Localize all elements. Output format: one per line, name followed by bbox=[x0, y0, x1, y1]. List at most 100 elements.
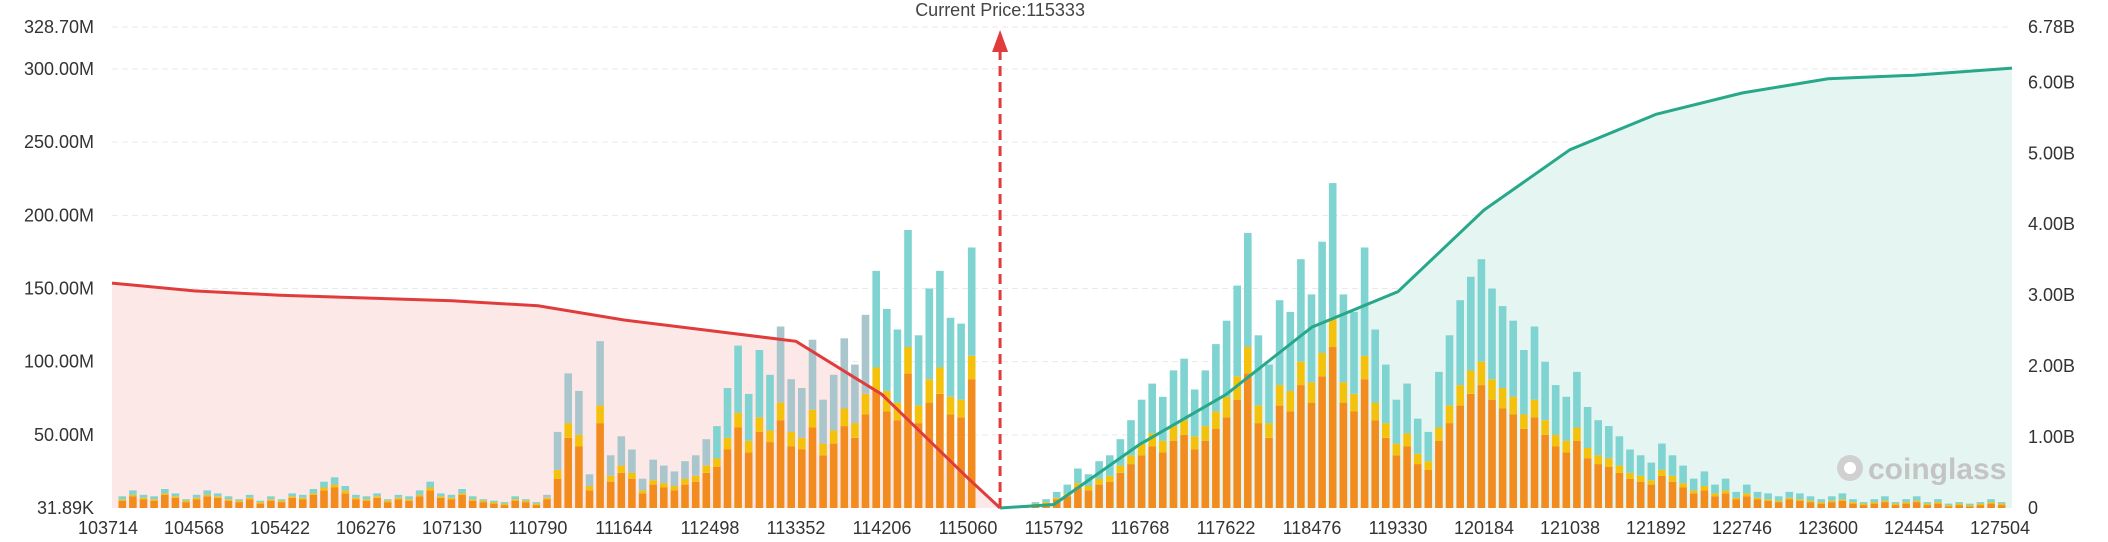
liquidation-bar-segment bbox=[1796, 501, 1804, 508]
liquidation-bar-segment bbox=[1085, 486, 1093, 490]
liquidation-bar-segment bbox=[416, 496, 424, 508]
liquidation-bar-segment bbox=[1393, 400, 1401, 444]
liquidation-bar-segment bbox=[671, 486, 679, 490]
liquidation-bar-segment bbox=[1435, 372, 1443, 428]
liquidation-bar-segment bbox=[1754, 492, 1762, 498]
liquidation-bar-segment bbox=[798, 450, 806, 509]
liquidation-bar-segment bbox=[511, 499, 519, 501]
liquidation-bar-segment bbox=[1616, 436, 1624, 465]
liquidation-bar-segment bbox=[299, 495, 307, 498]
liquidation-bar-segment bbox=[1361, 379, 1369, 508]
current-price-label: Current Price:115333 bbox=[915, 0, 1085, 20]
liquidation-bar-segment bbox=[936, 368, 944, 394]
liquidation-bar-segment bbox=[1594, 420, 1602, 455]
liquidation-bar-segment bbox=[607, 476, 615, 482]
liquidation-bar-segment bbox=[1977, 504, 1985, 506]
liquidation-bar-segment bbox=[384, 501, 392, 503]
liquidation-bar-segment bbox=[745, 394, 753, 441]
liquidation-bar-segment bbox=[119, 501, 127, 508]
liquidation-bar-segment bbox=[161, 493, 169, 495]
liquidation-bar-segment bbox=[1382, 365, 1390, 424]
liquidation-bar-segment bbox=[480, 499, 488, 501]
liquidation-bar-segment bbox=[1244, 347, 1252, 373]
liquidation-bar-segment bbox=[766, 375, 774, 431]
liquidation-bar-segment bbox=[649, 460, 657, 481]
liquidation-bar-segment bbox=[299, 499, 307, 508]
liquidation-bar-segment bbox=[1340, 294, 1348, 382]
liquidation-bar-segment bbox=[1403, 384, 1411, 434]
liquidation-bar-segment bbox=[161, 489, 169, 493]
liquidation-bar-segment bbox=[1435, 428, 1443, 441]
liquidation-bar-segment bbox=[926, 289, 934, 380]
liquidation-bar-segment bbox=[1446, 406, 1454, 424]
liquidation-bar-segment bbox=[331, 477, 339, 484]
liquidation-bar-segment bbox=[1180, 420, 1188, 435]
liquidation-bar-segment bbox=[395, 495, 403, 498]
liquidation-bar-segment bbox=[278, 499, 286, 501]
liquidation-bar-segment bbox=[1754, 499, 1762, 508]
liquidation-bar-segment bbox=[1658, 476, 1666, 508]
liquidation-bar-segment bbox=[1308, 382, 1316, 403]
liquidation-bar-segment bbox=[703, 466, 711, 473]
liquidation-bar-segment bbox=[458, 493, 466, 495]
liquidation-bar-segment bbox=[1828, 502, 1836, 508]
liquidation-bar-segment bbox=[1053, 492, 1061, 498]
liquidation-bar-segment bbox=[564, 373, 572, 423]
liquidation-bar-segment bbox=[426, 490, 434, 508]
liquidation-bar-segment bbox=[1361, 356, 1369, 379]
liquidation-bar-segment bbox=[703, 473, 711, 508]
liquidation-bar-segment bbox=[1435, 441, 1443, 508]
liquidation-bar-segment bbox=[1945, 504, 1953, 506]
liquidation-bar-segment bbox=[713, 426, 721, 458]
liquidation-bar-segment bbox=[172, 496, 180, 498]
liquidation-bar-segment bbox=[692, 476, 700, 482]
liquidation-bar-segment bbox=[1796, 499, 1804, 501]
liquidation-bar-segment bbox=[1563, 452, 1571, 508]
liquidation-bar-segment bbox=[1616, 473, 1624, 508]
liquidation-bar-segment bbox=[1732, 498, 1740, 500]
liquidation-bar-segment bbox=[469, 501, 477, 508]
liquidation-bar-segment bbox=[1425, 470, 1433, 508]
liquidation-bar-segment bbox=[522, 501, 530, 503]
liquidation-bar-segment bbox=[904, 347, 912, 373]
liquidation-bar-segment bbox=[1934, 499, 1942, 502]
watermark-text: coinglass bbox=[1868, 453, 2006, 486]
liquidation-bar-segment bbox=[203, 490, 211, 494]
liquidation-bar-segment bbox=[1414, 464, 1422, 508]
liquidation-bar-segment bbox=[331, 485, 339, 488]
liquidation-bar-segment bbox=[660, 466, 668, 484]
liquidation-bar-segment bbox=[1711, 496, 1719, 508]
liquidation-bar-segment bbox=[342, 486, 350, 490]
liquidation-bar-segment bbox=[1892, 504, 1900, 506]
liquidation-bar-segment bbox=[681, 485, 689, 508]
x-axis-tick-label: 104568 bbox=[164, 518, 224, 538]
liquidation-bar-segment bbox=[1743, 496, 1751, 508]
x-axis-tick-label: 119330 bbox=[1369, 518, 1428, 538]
liquidation-bar-segment bbox=[1329, 347, 1337, 508]
liquidation-bar-segment bbox=[968, 379, 976, 508]
liquidation-bar-segment bbox=[543, 498, 551, 500]
liquidation-bar-segment bbox=[267, 501, 275, 508]
liquidation-bar-segment bbox=[1807, 502, 1815, 508]
liquidation-bar-segment bbox=[1446, 335, 1454, 405]
liquidation-bar-segment bbox=[1361, 248, 1369, 356]
x-axis-tick-label: 105422 bbox=[250, 518, 310, 538]
liquidation-bar-segment bbox=[1541, 362, 1549, 421]
liquidation-bar-segment bbox=[1605, 426, 1613, 458]
liquidation-bar-segment bbox=[203, 495, 211, 497]
liquidation-bar-segment bbox=[1531, 327, 1539, 400]
liquidation-bar-segment bbox=[1775, 501, 1783, 503]
liquidation-bar-segment bbox=[1924, 505, 1932, 508]
liquidation-bar-segment bbox=[968, 356, 976, 379]
liquidation-bar-segment bbox=[809, 410, 817, 428]
liquidation-bar-segment bbox=[1499, 409, 1507, 509]
liquidation-bar-segment bbox=[129, 490, 137, 494]
liquidation-bar-segment bbox=[119, 499, 127, 501]
liquidation-bar-segment bbox=[1297, 362, 1305, 385]
liquidation-bar-segment bbox=[957, 417, 965, 508]
liquidation-bar-segment bbox=[1276, 300, 1284, 385]
liquidation-bar-segment bbox=[235, 502, 243, 508]
liquidation-bar-segment bbox=[522, 499, 530, 501]
liquidation-bar-segment bbox=[1138, 400, 1146, 444]
liquidation-bar-segment bbox=[1488, 289, 1496, 380]
